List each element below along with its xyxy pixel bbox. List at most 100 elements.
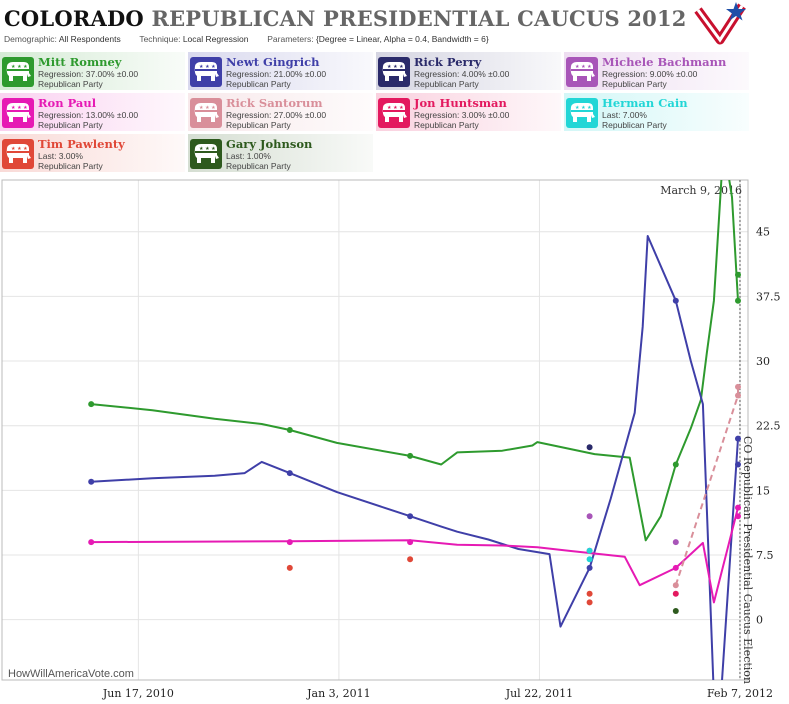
data-point[interactable] bbox=[586, 547, 593, 554]
legend-candidate-party: Republican Party bbox=[226, 161, 291, 171]
legend-item[interactable]: ★ ★ ★ Michele Bachmann Regression: 9.00% ±… bbox=[564, 52, 749, 90]
flag-star-logo bbox=[694, 2, 746, 45]
technique-label: Technique: bbox=[139, 34, 181, 44]
y-tick-label: 30 bbox=[756, 355, 770, 368]
x-tick-label: Jul 22, 2011 bbox=[505, 687, 574, 700]
legend-candidate-detail: Regression: 13.00% ±0.00 bbox=[38, 110, 139, 120]
legend-candidate-detail: Regression: 9.00% ±0.00 bbox=[602, 69, 698, 79]
chart-title: COLORADO REPUBLICAN PRESIDENTIAL CAUCUS … bbox=[4, 6, 704, 32]
data-point[interactable] bbox=[286, 564, 293, 571]
data-point[interactable] bbox=[672, 539, 679, 546]
data-point[interactable] bbox=[407, 513, 414, 520]
title-state: COLORADO bbox=[4, 6, 144, 31]
x-tick-label: Jun 17, 2010 bbox=[102, 687, 174, 700]
data-point[interactable] bbox=[672, 608, 679, 614]
svg-text:★ ★ ★: ★ ★ ★ bbox=[199, 146, 216, 152]
parameters-label: Parameters: bbox=[267, 34, 314, 44]
parameters-value: {Degree = Linear, Alpha = 0.4, Bandwidth… bbox=[315, 34, 489, 44]
svg-text:★ ★ ★: ★ ★ ★ bbox=[387, 105, 404, 111]
svg-text:★ ★ ★: ★ ★ ★ bbox=[11, 146, 28, 152]
svg-text:★ ★ ★: ★ ★ ★ bbox=[11, 105, 28, 111]
legend-candidate-party: Republican Party bbox=[38, 79, 103, 89]
data-point[interactable] bbox=[672, 590, 679, 597]
legend-candidate-party: Republican Party bbox=[38, 120, 103, 130]
y-tick-label: 37.5 bbox=[756, 290, 781, 303]
legend-candidate-name: Gary Johnson bbox=[226, 137, 313, 151]
demographic-value: All Respondents bbox=[58, 34, 121, 44]
data-point[interactable] bbox=[735, 271, 741, 278]
data-point[interactable] bbox=[88, 539, 95, 546]
legend-candidate-name: Rick Santorum bbox=[226, 96, 323, 110]
elephant-icon: ★ ★ ★ bbox=[378, 98, 410, 128]
title-rest: REPUBLICAN PRESIDENTIAL CAUCUS 2012 bbox=[151, 6, 687, 31]
data-point[interactable] bbox=[735, 435, 741, 442]
data-point[interactable] bbox=[672, 297, 679, 304]
legend-candidate-detail: Regression: 21.00% ±0.00 bbox=[226, 69, 327, 79]
legend-candidate-party: Republican Party bbox=[414, 79, 479, 89]
series-group bbox=[88, 180, 741, 680]
y-tick-label: 15 bbox=[756, 484, 770, 497]
legend-item[interactable]: ★ ★ ★ Newt Gingrich Regression: 21.00% ±0.… bbox=[188, 52, 373, 90]
legend-candidate-name: Newt Gingrich bbox=[226, 55, 320, 69]
legend-item[interactable]: ★ ★ ★ Gary Johnson Last: 1.00% Republican P… bbox=[188, 134, 373, 172]
elephant-icon: ★ ★ ★ bbox=[190, 57, 222, 87]
elephant-icon: ★ ★ ★ bbox=[190, 139, 222, 169]
legend-candidate-party: Republican Party bbox=[38, 161, 103, 171]
legend-candidate-party: Republican Party bbox=[226, 120, 291, 130]
y-tick-label: 45 bbox=[756, 226, 770, 239]
svg-text:★ ★ ★: ★ ★ ★ bbox=[575, 64, 592, 70]
data-point[interactable] bbox=[586, 564, 593, 571]
data-point[interactable] bbox=[407, 539, 414, 546]
site-credit: HowWillAmericaVote.com bbox=[8, 668, 134, 680]
legend-candidate-detail: Last: 1.00% bbox=[226, 151, 271, 161]
legend-candidate-party: Republican Party bbox=[602, 79, 667, 89]
demographic-label: Demographic: bbox=[4, 34, 57, 44]
data-point[interactable] bbox=[672, 564, 679, 571]
data-point[interactable] bbox=[586, 599, 593, 606]
chart: 0 7.5 15 22.5 30 37.5 45 Jun 17, 2010 Jan 3, 201… bbox=[1, 179, 781, 700]
svg-text:★ ★ ★: ★ ★ ★ bbox=[387, 64, 404, 70]
legend-item[interactable]: ★ ★ ★ Rick Santorum Regression: 27.00% ±0.… bbox=[188, 93, 373, 131]
election-label: CO Republican Presidential Caucus Electi… bbox=[741, 436, 754, 684]
elephant-icon: ★ ★ ★ bbox=[2, 57, 34, 87]
data-point[interactable] bbox=[286, 470, 293, 477]
data-point[interactable] bbox=[407, 452, 414, 459]
data-point[interactable] bbox=[586, 513, 593, 520]
legend-candidate-party: Republican Party bbox=[602, 120, 667, 130]
elephant-icon: ★ ★ ★ bbox=[2, 139, 34, 169]
data-point[interactable] bbox=[735, 461, 741, 468]
svg-text:★ ★ ★: ★ ★ ★ bbox=[199, 105, 216, 111]
legend-item[interactable]: ★ ★ ★ Herman Cain Last: 7.00% Republican Pa… bbox=[564, 93, 749, 131]
data-point[interactable] bbox=[286, 427, 293, 433]
legend-candidate-detail: Last: 3.00% bbox=[38, 151, 83, 161]
legend-item[interactable]: ★ ★ ★ Ron Paul Regression: 13.00% ±0.00 Rep… bbox=[0, 93, 185, 131]
data-point[interactable] bbox=[407, 556, 414, 563]
y-tick-label: 0 bbox=[756, 614, 763, 627]
data-point[interactable] bbox=[735, 297, 741, 304]
data-point[interactable] bbox=[672, 582, 679, 589]
data-point[interactable] bbox=[735, 383, 741, 390]
data-point[interactable] bbox=[286, 539, 293, 546]
legend-item[interactable]: ★ ★ ★ Jon Huntsman Regression: 3.00% ±0.00… bbox=[376, 93, 561, 131]
data-point[interactable] bbox=[735, 504, 741, 511]
y-tick-label: 22.5 bbox=[756, 420, 781, 433]
legend-item[interactable]: ★ ★ ★ Mitt Romney Regression: 37.00% ±0.00… bbox=[0, 52, 185, 90]
data-point[interactable] bbox=[735, 392, 741, 399]
data-point[interactable] bbox=[586, 444, 593, 451]
data-point[interactable] bbox=[586, 556, 593, 563]
legend-candidate-name: Rick Perry bbox=[414, 55, 482, 69]
data-point[interactable] bbox=[88, 478, 95, 485]
legend: ★ ★ ★ Mitt Romney Regression: 37.00% ±0.00… bbox=[0, 52, 752, 174]
data-point[interactable] bbox=[672, 461, 679, 468]
legend-candidate-name: Tim Pawlenty bbox=[38, 137, 125, 151]
data-point[interactable] bbox=[586, 590, 593, 597]
data-point[interactable] bbox=[88, 401, 95, 408]
legend-item[interactable]: ★ ★ ★ Rick Perry Regression: 4.00% ±0.00 Re… bbox=[376, 52, 561, 90]
svg-text:★ ★ ★: ★ ★ ★ bbox=[11, 64, 28, 70]
data-point[interactable] bbox=[735, 513, 741, 520]
legend-item[interactable]: ★ ★ ★ Tim Pawlenty Last: 3.00% Republican P… bbox=[0, 134, 185, 172]
legend-candidate-detail: Regression: 3.00% ±0.00 bbox=[414, 110, 510, 120]
legend-candidate-name: Jon Huntsman bbox=[414, 96, 507, 110]
elephant-icon: ★ ★ ★ bbox=[566, 98, 598, 128]
svg-text:★ ★ ★: ★ ★ ★ bbox=[575, 105, 592, 111]
